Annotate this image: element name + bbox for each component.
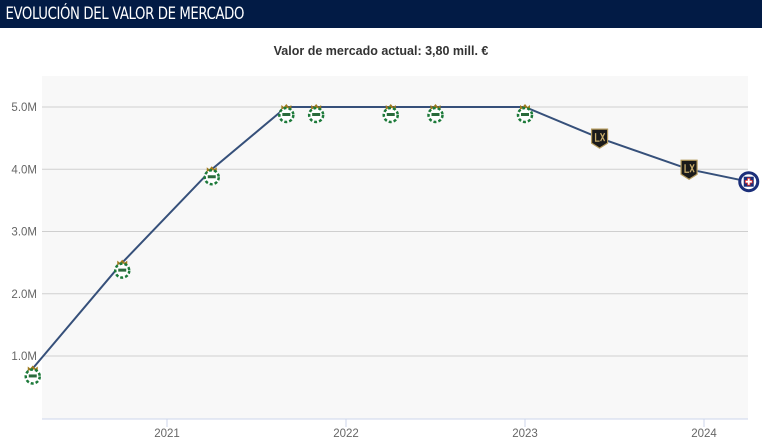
- santos-band: [118, 268, 127, 272]
- data-point-santos-laguna-icon: [203, 166, 220, 186]
- data-point-santos-laguna-icon: [24, 365, 41, 385]
- y-tick-label: 3.0M: [11, 227, 37, 239]
- lafc-shield-icon: [680, 159, 698, 180]
- data-point-santos-laguna-icon: [278, 104, 295, 124]
- santos-band: [282, 113, 291, 116]
- data-point-santos-laguna-icon: [114, 259, 131, 279]
- lafc-letters: [684, 163, 695, 173]
- plot-area: [42, 76, 748, 419]
- lafc-shield-icon: [590, 128, 609, 149]
- y-tick-label: 1.0M: [11, 351, 37, 363]
- x-tick-label: 2023: [512, 428, 538, 440]
- santos-band: [28, 374, 37, 378]
- lafc-letters: [594, 132, 606, 142]
- x-tick-label: 2021: [154, 428, 180, 440]
- santos-band: [312, 113, 321, 116]
- x-tick-label: 2022: [333, 428, 359, 440]
- y-tick-label: 4.0M: [11, 164, 37, 176]
- santos-band: [431, 113, 440, 116]
- x-tick-label: 2024: [691, 428, 717, 440]
- data-point-santos-laguna-icon: [516, 104, 534, 124]
- y-tick-label: 2.0M: [11, 289, 37, 301]
- data-point-cruz-azul-icon: [738, 171, 760, 193]
- section-title: EVOLUCIÓN DEL VALOR DE MERCADO: [5, 4, 245, 24]
- data-point-santos-laguna-icon: [382, 104, 399, 124]
- data-point-santos-laguna-icon: [427, 104, 444, 124]
- data-point-santos-laguna-icon: [307, 104, 325, 124]
- data-point-lafc-icon: [680, 159, 698, 180]
- chart-title: Valor de mercado actual: 3,80 mill. €: [273, 44, 489, 58]
- santos-band: [521, 113, 529, 116]
- y-tick-label: 5.0M: [11, 102, 37, 114]
- cross-icon: [744, 177, 753, 186]
- data-point-lafc-icon: [590, 128, 609, 149]
- section-header: EVOLUCIÓN DEL VALOR DE MERCADO: [0, 0, 762, 28]
- santos-band: [207, 175, 216, 179]
- santos-band: [386, 113, 395, 116]
